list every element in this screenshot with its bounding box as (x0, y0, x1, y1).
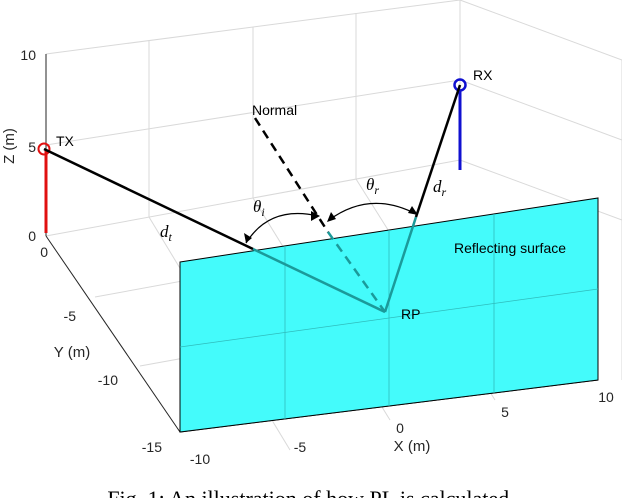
theta-i-base: θ (253, 197, 261, 216)
y-tick: -10 (98, 372, 118, 388)
rx-marker (453, 78, 467, 92)
x-tick: 0 (396, 420, 404, 436)
theta-r-arrowhead (408, 206, 418, 215)
theta-r-arrowhead (327, 212, 336, 222)
d-r-sub: r (442, 185, 447, 199)
x-tick: -10 (190, 451, 210, 467)
d-t-sub: t (169, 230, 173, 244)
theta-i-label: θi (253, 197, 265, 219)
normal-line (253, 117, 330, 233)
theta-i-sub: i (261, 205, 264, 219)
theta-r-label: θr (366, 175, 379, 197)
x-tick: 10 (598, 389, 614, 405)
x-tick: 5 (501, 404, 509, 420)
theta-i-arrowhead (311, 211, 320, 221)
theta-r-base: θ (366, 175, 374, 194)
z-tick: 5 (28, 139, 36, 155)
d-t-base: d (160, 222, 169, 241)
normal-line-on-surface (326, 231, 387, 313)
rp-label: RP (401, 306, 420, 322)
theta-i-arc (245, 212, 319, 244)
d-t-label: dt (160, 222, 173, 244)
y-axis-label: Y (m) (54, 344, 90, 361)
incident-ray (43, 147, 254, 251)
d-r-label: dr (433, 177, 447, 199)
y-tick: -5 (64, 308, 77, 324)
y-tick: 0 (40, 244, 48, 260)
z-tick: 10 (20, 47, 36, 63)
figure-caption: Fig. 1: An illustration of how PL is cal… (107, 486, 514, 498)
y-tick: -15 (142, 439, 162, 455)
surface-grid (179, 214, 599, 419)
z-axis-ticks: 0 5 10 (20, 47, 36, 244)
normal-label: Normal (252, 102, 297, 118)
d-r-base: d (433, 177, 442, 196)
reflected-ray-on-surface (383, 216, 418, 313)
x-axis-ticks: -10 -5 0 5 10 (190, 389, 614, 467)
y-axis-ticks: 0 -5 -10 -15 (40, 244, 162, 455)
z-tick: 0 (28, 228, 36, 244)
theta-r-sub: r (374, 183, 379, 197)
x-axis-label: X (m) (394, 438, 431, 455)
surface-label: Reflecting surface (454, 240, 566, 256)
x-tick: -5 (294, 439, 307, 455)
tx-label: TX (56, 133, 75, 149)
z-axis-label: Z (m) (1, 128, 18, 164)
incident-ray-on-surface (252, 247, 386, 314)
theta-r-arc (328, 202, 417, 221)
tx-marker (37, 142, 51, 156)
rx-label: RX (473, 67, 493, 83)
theta-i-arrowhead (244, 233, 252, 243)
reflected-ray (414, 84, 462, 218)
